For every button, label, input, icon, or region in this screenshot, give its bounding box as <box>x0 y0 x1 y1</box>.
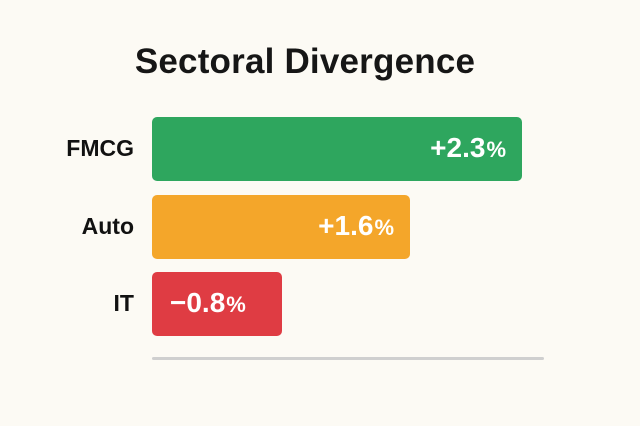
category-label: FMCG <box>66 135 134 161</box>
bar-value-label: +1.6% <box>318 210 394 241</box>
bar <box>152 117 522 181</box>
bar <box>152 272 282 336</box>
chart-title: Sectoral Divergence <box>134 42 476 81</box>
category-label: Auto <box>81 213 134 239</box>
bar <box>152 195 410 259</box>
category-label: IT <box>113 290 134 316</box>
bar-value-label: +2.3% <box>430 132 506 163</box>
axis-baseline <box>152 357 544 360</box>
bar-value-label: −0.8% <box>170 287 246 318</box>
